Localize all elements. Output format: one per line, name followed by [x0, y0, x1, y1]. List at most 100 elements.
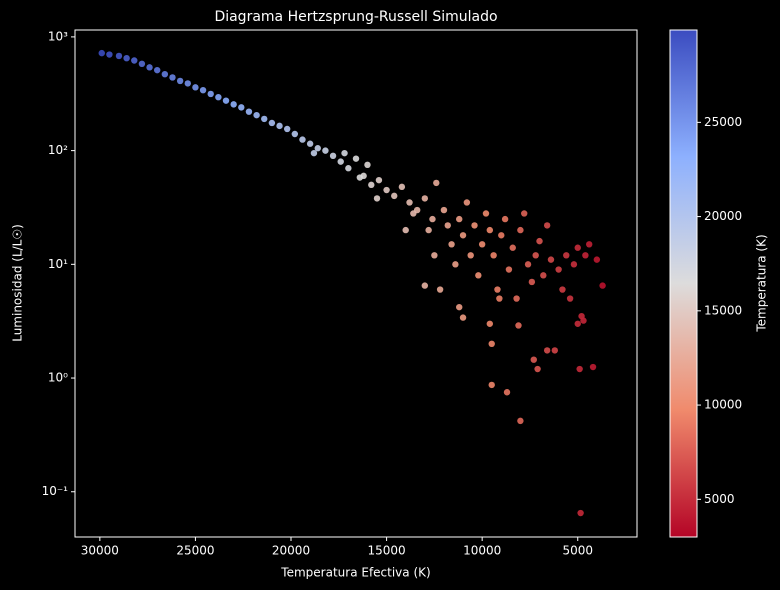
star-point — [106, 51, 113, 58]
star-point — [299, 136, 306, 143]
star-point — [383, 186, 390, 194]
star-point — [184, 80, 191, 87]
star-point — [207, 90, 214, 98]
star-point — [488, 381, 495, 389]
star-point — [444, 222, 451, 229]
star-point — [582, 252, 589, 259]
x-tick-label: 20000 — [272, 544, 310, 558]
star-point — [373, 195, 381, 202]
star-point — [459, 314, 467, 321]
star-point — [276, 122, 283, 130]
star-point — [448, 241, 455, 248]
star-point — [238, 104, 245, 111]
star-point — [503, 389, 511, 396]
star-point — [530, 356, 537, 363]
y-tick-label: 10³ — [48, 29, 68, 43]
star-point — [577, 509, 584, 517]
x-axis-label: Temperatura Efectiva (K) — [280, 566, 430, 580]
star-point — [364, 161, 371, 169]
star-point — [199, 86, 207, 94]
star-point — [543, 347, 551, 354]
star-point — [517, 417, 524, 425]
star-point — [475, 272, 482, 279]
star-point — [368, 181, 375, 189]
star-point — [566, 295, 574, 302]
star-point — [528, 278, 536, 286]
y-tick-label: 10⁰ — [48, 371, 68, 385]
star-point — [425, 226, 432, 234]
star-point — [123, 54, 130, 62]
star-point — [513, 295, 520, 302]
star-point — [329, 152, 337, 160]
star-point — [496, 295, 503, 302]
star-point — [245, 108, 253, 115]
star-point — [169, 74, 176, 81]
star-point — [521, 210, 528, 217]
star-point — [391, 192, 398, 200]
star-point — [341, 149, 348, 157]
star-point — [131, 57, 138, 64]
star-point — [230, 101, 237, 108]
star-point — [421, 195, 429, 202]
star-point — [283, 125, 291, 133]
star-point — [268, 119, 276, 127]
star-point — [471, 222, 478, 229]
chart-title: Diagrama Hertzsprung-Russell Simulado — [214, 9, 497, 25]
star-point — [563, 252, 570, 259]
star-point — [490, 252, 497, 259]
star-point — [576, 365, 583, 373]
star-point — [436, 286, 444, 293]
plot-frame — [74, 29, 638, 538]
star-point — [161, 70, 169, 78]
star-point — [98, 49, 105, 57]
star-point — [589, 363, 597, 371]
star-point — [406, 199, 413, 206]
y-tick-label: 10¹ — [48, 257, 68, 271]
colorbar-tick-label: 20000 — [704, 209, 742, 223]
star-point — [314, 145, 321, 152]
star-point — [540, 272, 547, 279]
star-point — [586, 241, 593, 248]
star-point — [456, 303, 463, 311]
x-tick-label: 30000 — [81, 544, 119, 558]
star-point — [345, 165, 352, 172]
star-point — [559, 286, 566, 293]
star-point — [146, 64, 153, 71]
star-point — [456, 215, 463, 223]
star-point — [410, 210, 417, 217]
star-point — [306, 140, 314, 147]
star-point — [494, 286, 501, 293]
star-point — [291, 130, 299, 138]
star-point — [505, 266, 513, 273]
x-tick-label: 10000 — [463, 544, 501, 558]
star-point — [574, 244, 581, 251]
star-point — [261, 115, 268, 123]
star-point — [515, 322, 522, 329]
star-point — [215, 93, 222, 101]
star-point — [482, 210, 490, 217]
star-point — [176, 77, 184, 85]
star-point — [138, 60, 146, 68]
star-point — [310, 149, 318, 157]
star-point — [543, 222, 551, 229]
star-point — [534, 365, 541, 373]
star-point — [498, 232, 505, 239]
x-tick-label: 15000 — [367, 544, 405, 558]
y-tick-label: 10⁻¹ — [42, 484, 69, 498]
star-point — [253, 111, 260, 119]
star-point — [153, 66, 161, 74]
y-tick-label: 10² — [48, 143, 68, 157]
star-point — [192, 84, 199, 91]
star-point — [352, 155, 360, 162]
star-point — [488, 340, 495, 348]
y-axis-label: Luminosidad (L/L☉) — [11, 224, 25, 342]
colorbar-tick-label: 5000 — [704, 492, 735, 506]
star-point — [398, 183, 406, 191]
star-point — [467, 252, 474, 259]
star-point — [599, 282, 606, 289]
star-point — [402, 226, 409, 234]
star-point — [478, 241, 486, 248]
star-point — [463, 199, 471, 206]
